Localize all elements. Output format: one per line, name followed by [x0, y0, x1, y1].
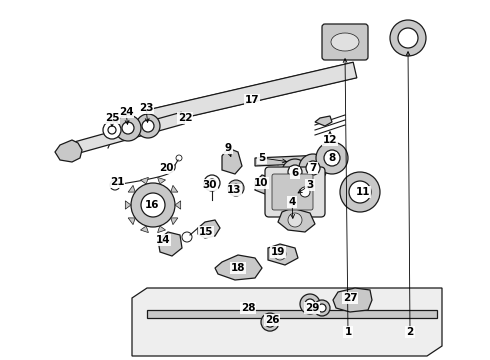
Polygon shape — [158, 226, 166, 233]
Polygon shape — [55, 140, 82, 162]
Polygon shape — [158, 177, 166, 184]
Text: 27: 27 — [343, 293, 357, 303]
Text: 17: 17 — [245, 95, 259, 105]
Polygon shape — [146, 62, 357, 126]
Text: 10: 10 — [254, 178, 268, 188]
Polygon shape — [175, 201, 181, 209]
Circle shape — [288, 165, 302, 179]
Ellipse shape — [331, 33, 359, 51]
Polygon shape — [147, 310, 437, 318]
Polygon shape — [158, 232, 182, 256]
Polygon shape — [74, 112, 185, 154]
Text: 4: 4 — [288, 197, 295, 207]
Text: 12: 12 — [323, 135, 337, 145]
Polygon shape — [255, 175, 275, 194]
Circle shape — [305, 299, 315, 309]
Circle shape — [265, 317, 275, 327]
Text: 11: 11 — [356, 187, 370, 197]
Circle shape — [299, 154, 327, 182]
Text: 29: 29 — [305, 303, 319, 313]
Circle shape — [232, 184, 240, 192]
Text: 20: 20 — [159, 163, 173, 173]
Polygon shape — [198, 220, 220, 238]
Text: 25: 25 — [105, 113, 119, 123]
Polygon shape — [278, 208, 315, 232]
Circle shape — [131, 183, 175, 227]
Circle shape — [142, 120, 154, 132]
Polygon shape — [222, 148, 242, 174]
Polygon shape — [215, 255, 262, 280]
Text: 23: 23 — [139, 103, 153, 113]
Text: 24: 24 — [119, 107, 133, 117]
Text: 6: 6 — [292, 168, 298, 178]
Circle shape — [314, 300, 330, 316]
Text: 13: 13 — [227, 185, 241, 195]
Polygon shape — [125, 201, 131, 209]
Circle shape — [288, 213, 302, 227]
Circle shape — [282, 159, 308, 185]
Polygon shape — [171, 218, 178, 225]
Text: 5: 5 — [258, 153, 266, 163]
Text: 18: 18 — [231, 263, 245, 273]
Circle shape — [306, 161, 320, 175]
Text: 21: 21 — [110, 177, 124, 187]
Circle shape — [398, 28, 418, 48]
Circle shape — [324, 150, 340, 166]
Circle shape — [300, 187, 310, 197]
Polygon shape — [141, 177, 148, 184]
Polygon shape — [333, 288, 372, 312]
Circle shape — [122, 122, 134, 134]
Circle shape — [390, 20, 426, 56]
Text: 1: 1 — [344, 327, 352, 337]
Circle shape — [208, 179, 216, 187]
Text: 3: 3 — [306, 180, 314, 190]
Circle shape — [204, 175, 220, 191]
Circle shape — [103, 121, 121, 139]
Polygon shape — [128, 185, 135, 192]
Text: 30: 30 — [203, 180, 217, 190]
FancyBboxPatch shape — [265, 167, 325, 217]
Circle shape — [318, 304, 326, 312]
Text: 22: 22 — [178, 113, 192, 123]
Circle shape — [136, 114, 160, 138]
Text: 16: 16 — [145, 200, 159, 210]
Circle shape — [228, 180, 244, 196]
Text: 9: 9 — [224, 143, 232, 153]
Polygon shape — [315, 116, 332, 126]
FancyBboxPatch shape — [322, 24, 368, 60]
Text: 28: 28 — [241, 303, 255, 313]
Polygon shape — [128, 218, 135, 225]
Circle shape — [261, 313, 279, 331]
Text: 7: 7 — [309, 163, 317, 173]
Polygon shape — [132, 288, 442, 356]
Text: 14: 14 — [156, 235, 171, 245]
Circle shape — [349, 181, 371, 203]
Text: 2: 2 — [406, 327, 414, 337]
Polygon shape — [255, 154, 345, 166]
Polygon shape — [141, 226, 148, 233]
Polygon shape — [268, 244, 298, 265]
Text: 19: 19 — [271, 247, 285, 257]
Text: 8: 8 — [328, 153, 336, 163]
Circle shape — [274, 248, 286, 260]
Polygon shape — [171, 185, 178, 192]
Circle shape — [108, 126, 116, 134]
Circle shape — [115, 115, 141, 141]
Text: 15: 15 — [199, 227, 213, 237]
FancyBboxPatch shape — [272, 174, 313, 210]
Circle shape — [316, 142, 348, 174]
Circle shape — [141, 193, 165, 217]
Circle shape — [300, 294, 320, 314]
Circle shape — [340, 172, 380, 212]
Text: 26: 26 — [265, 315, 279, 325]
